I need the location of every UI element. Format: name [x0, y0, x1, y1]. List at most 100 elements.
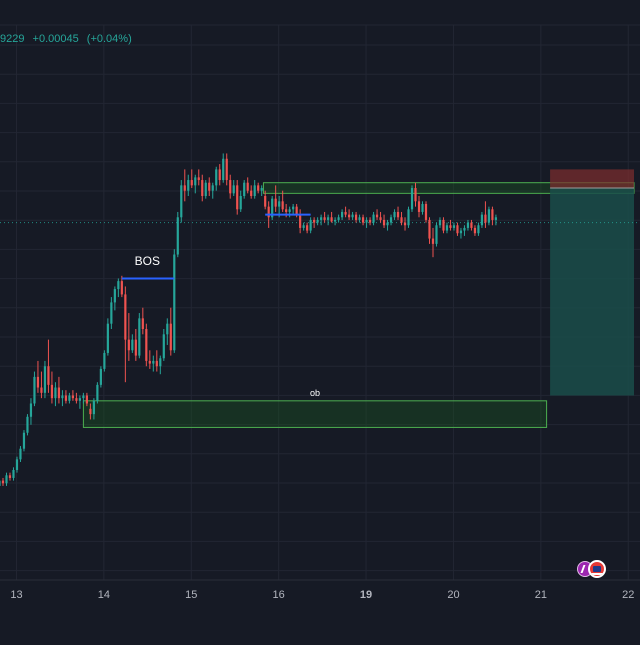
candle-body [274, 198, 277, 207]
candle-body [253, 185, 256, 196]
candle-body [92, 400, 95, 415]
candle-body [22, 432, 26, 449]
bos-label: BOS [135, 254, 160, 268]
candle-body [85, 395, 88, 404]
candle-body [222, 158, 225, 181]
candle-body [372, 214, 375, 223]
candle-body [120, 281, 123, 295]
candle-body [386, 222, 389, 226]
candle-body [166, 323, 169, 335]
candle-body [480, 214, 484, 226]
candle-body [173, 254, 176, 351]
short-position-stop-zone [550, 169, 634, 189]
x-tick-label: 14 [98, 589, 110, 601]
candle-body [344, 211, 347, 215]
candle-body [456, 225, 459, 234]
quote-price: 9229 [0, 33, 25, 45]
x-tick-label: 15 [185, 589, 197, 601]
candle-body [187, 180, 190, 191]
candle-body [8, 475, 12, 478]
candle-body [306, 225, 309, 231]
candle-body [148, 360, 151, 364]
candle-body [316, 219, 319, 223]
candle-body [494, 217, 498, 220]
candle-body [400, 217, 403, 223]
x-tick-label: 13 [10, 589, 22, 601]
candle-body [260, 188, 263, 191]
grid-lines [0, 24, 640, 580]
ob-zone-label: ob [310, 388, 320, 398]
candle-body [180, 185, 183, 218]
candle-body [33, 376, 36, 404]
candle-body [382, 219, 386, 226]
candle-body [169, 323, 172, 351]
candle-body [54, 387, 57, 399]
candle-body [351, 214, 354, 218]
candle-body [361, 217, 365, 223]
candle-body [40, 387, 43, 393]
candle-body [89, 408, 92, 415]
candle-body [281, 201, 284, 210]
candle-body [218, 169, 221, 181]
candle-body [43, 366, 47, 393]
candle-body [295, 206, 298, 215]
candle-body [365, 219, 368, 223]
x-tick-label: 21 [535, 589, 547, 601]
symbol-badges[interactable] [577, 560, 607, 580]
candle-body [204, 182, 207, 196]
candle-body [194, 177, 197, 186]
candle-body [330, 217, 333, 222]
candle-body [197, 177, 200, 181]
candle-body [257, 185, 260, 191]
candle-body [250, 190, 253, 196]
candle-body [190, 180, 193, 186]
x-axis-background [0, 580, 640, 640]
candle-body [327, 217, 330, 220]
candle-body [68, 395, 71, 401]
candle-body [134, 339, 137, 356]
price-quote: 9229 +0.00045 (+0.04%) [0, 33, 137, 45]
candle-body [487, 209, 491, 223]
candle-body [96, 384, 99, 401]
candle-body [113, 289, 116, 303]
candle-body [463, 227, 466, 231]
candle-body [431, 238, 435, 244]
candle-body [470, 222, 473, 228]
candle-body [428, 219, 431, 239]
candle-body [299, 214, 302, 228]
x-tick-label: 19 [360, 589, 372, 601]
candle-body [347, 214, 351, 218]
quote-change: +0.00045 [32, 33, 79, 45]
candle-body [211, 185, 214, 191]
candle-body [155, 360, 158, 367]
candle-body [452, 225, 456, 228]
candle-body [201, 180, 204, 196]
candle-body [183, 185, 186, 191]
candle-body [239, 196, 242, 210]
candle-body [152, 360, 155, 364]
candle-body [127, 339, 130, 351]
candle-body [162, 334, 165, 359]
candle-body [82, 395, 85, 399]
candle-body [354, 214, 358, 220]
candle-body [466, 222, 470, 228]
candle-body [421, 203, 424, 212]
candle-body [292, 206, 295, 210]
x-tick-label: 20 [447, 589, 459, 601]
candle-body [358, 217, 361, 220]
candle-body [229, 180, 232, 194]
candle-body [15, 459, 19, 470]
x-tick-label: 22 [622, 589, 634, 601]
candle-body [141, 318, 144, 329]
candle-body [477, 225, 480, 234]
candle-body [267, 206, 270, 218]
candle-body [110, 302, 113, 324]
us-flag-icon[interactable] [588, 560, 606, 578]
candle-body [264, 196, 267, 207]
ob-zone [82, 400, 548, 428]
candle-body [417, 201, 421, 212]
candle-body [117, 281, 120, 290]
